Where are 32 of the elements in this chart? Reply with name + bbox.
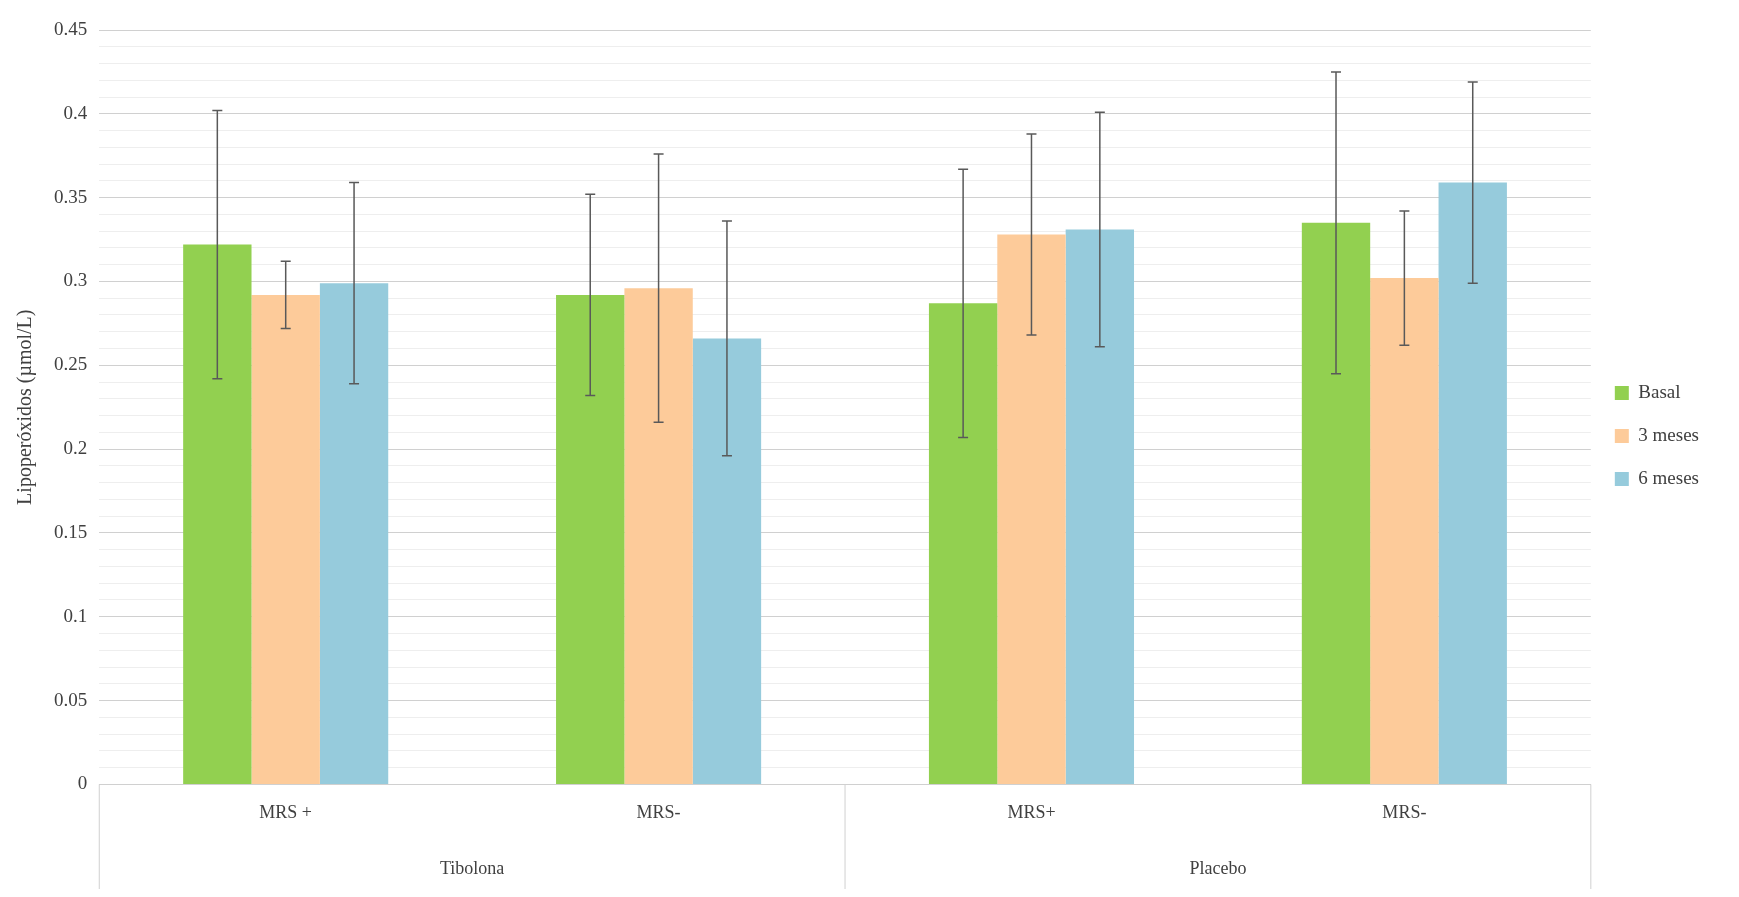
bar (997, 234, 1066, 784)
legend-label: 3 meses (1638, 423, 1699, 445)
bar (1065, 229, 1135, 784)
bar (1438, 182, 1507, 784)
bar (692, 338, 762, 784)
y-tick-label: 0.3 (63, 269, 88, 291)
bar (928, 303, 998, 784)
bar (1301, 222, 1371, 784)
y-tick-label: 0.35 (54, 185, 88, 207)
bar (251, 294, 320, 784)
legend-label: 6 meses (1638, 466, 1699, 488)
bar (624, 288, 693, 784)
y-tick-label: 0.2 (63, 437, 88, 459)
x-tick-label: MRS- (636, 801, 681, 822)
x-tick-label: MRS + (259, 801, 313, 822)
y-tick-label: 0.1 (63, 604, 88, 626)
x-tick-label: MRS+ (1007, 801, 1056, 822)
bar (1370, 278, 1439, 784)
y-tick-label: 0.25 (54, 353, 88, 375)
bar (183, 244, 252, 784)
y-tick-label: 0.4 (63, 101, 88, 123)
bar (556, 294, 625, 784)
text: Placebo (1189, 857, 1247, 878)
y-tick-label: 0.05 (54, 688, 88, 710)
y-tick-label: 0.45 (54, 17, 88, 39)
bar (319, 283, 389, 784)
x-tick-label: MRS- (1382, 801, 1427, 822)
legend-label: Basal (1638, 380, 1681, 402)
y-tick-label: 0.15 (54, 520, 88, 542)
y-axis-title: Lipoperóxidos (µmol/L) (13, 309, 37, 505)
text: Tibolona (439, 857, 505, 878)
y-tick-label: 0 (77, 772, 88, 794)
